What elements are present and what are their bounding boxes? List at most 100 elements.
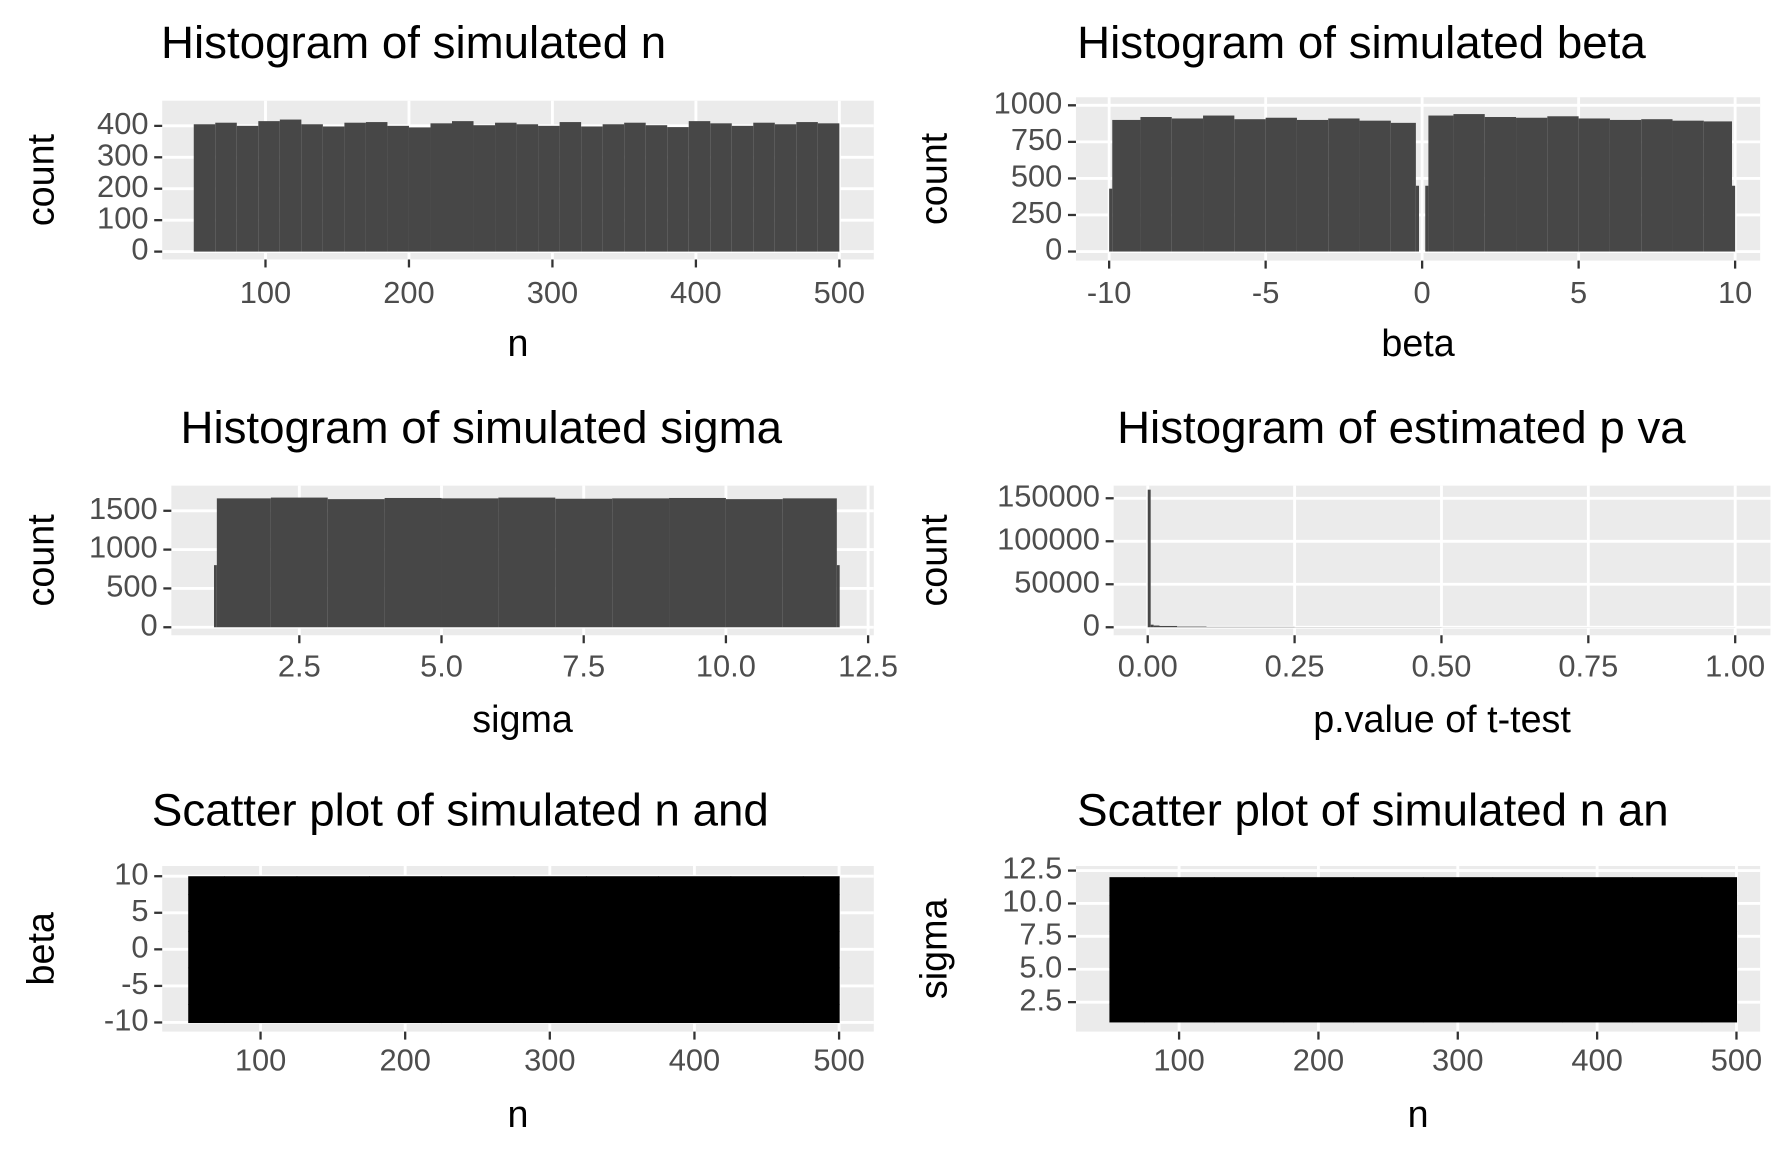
scatter-point — [513, 894, 587, 932]
x-tick-label: 300 — [524, 1043, 575, 1078]
x-tick-label: 200 — [1293, 1043, 1344, 1078]
x-tick-label: 100 — [1153, 1043, 1204, 1078]
histogram-bar — [258, 121, 280, 252]
scatter-point — [1701, 877, 1738, 896]
y-tick-label: 2.5 — [1019, 982, 1062, 1017]
scatter-point — [513, 1004, 587, 1024]
scatter-point — [1213, 1003, 1285, 1023]
scatter-point — [730, 931, 804, 969]
chart-panel: Histogram of simulated beta beta count -10 -… — [913, 17, 1761, 364]
y-tick-label: 0 — [131, 232, 148, 267]
scatter-point — [1701, 967, 1738, 1005]
histogram-bar — [1140, 117, 1172, 252]
x-tick-label: 100 — [235, 1043, 286, 1078]
scatter-point — [369, 967, 442, 1005]
histogram-bar — [725, 499, 783, 628]
histogram-bar — [731, 125, 754, 252]
scatter-point — [802, 967, 840, 1005]
histogram-bar — [213, 565, 217, 628]
y-tick-label: 12.5 — [1002, 851, 1062, 886]
y-tick-label: 750 — [1011, 122, 1062, 157]
histogram-bar — [688, 121, 711, 252]
scatter-point — [188, 894, 225, 932]
scatter-point — [1144, 877, 1215, 896]
histogram-bar — [1731, 185, 1736, 252]
y-axis-title: beta — [19, 912, 61, 985]
x-tick-label: -5 — [1252, 275, 1279, 310]
histogram-bar — [495, 122, 517, 252]
y-axis-title: count — [19, 514, 61, 607]
chart-title: Scatter plot of simulated n and — [152, 785, 769, 836]
x-tick-label: 10 — [1718, 275, 1752, 310]
y-tick-label: 10 — [114, 856, 148, 891]
scatter-point — [369, 894, 442, 932]
scatter-point — [441, 894, 515, 932]
scatter-point — [224, 876, 298, 896]
scatter-point — [730, 967, 804, 1005]
scatter-point — [441, 876, 515, 896]
scatter-point — [802, 894, 840, 932]
scatter-point — [658, 876, 732, 896]
x-tick-label: 7.5 — [562, 649, 605, 684]
histogram-bar — [215, 122, 237, 252]
y-tick-label: 200 — [97, 169, 148, 204]
y-axis-title: sigma — [913, 898, 955, 999]
histogram-bar — [387, 125, 409, 252]
scatter-point — [1492, 877, 1563, 896]
scatter-point — [188, 967, 225, 1005]
scatter-point — [1283, 931, 1354, 969]
histogram-bar — [384, 497, 442, 628]
chart-panel: Scatter plot of simulated n an n sigma 100 2… — [913, 785, 1763, 1136]
histogram-bar — [1203, 115, 1235, 252]
x-tick-label: 300 — [527, 275, 578, 310]
x-tick-label: 5.0 — [420, 649, 463, 684]
histogram-bar — [1234, 119, 1266, 252]
x-axis-title: n — [508, 322, 529, 364]
histogram-bar — [473, 125, 496, 252]
scatter-point — [188, 931, 225, 969]
chart-title: Histogram of simulated beta — [1077, 17, 1646, 68]
scatter-point — [1353, 931, 1424, 969]
histogram-bar — [836, 565, 840, 628]
scatter-point — [1144, 967, 1215, 1005]
y-tick-label: 500 — [1011, 159, 1062, 194]
scatter-point — [585, 967, 659, 1005]
scatter-point — [1422, 931, 1494, 969]
scatter-point — [1562, 895, 1633, 932]
chart-title: Histogram of simulated sigma — [180, 402, 782, 453]
histogram-bar — [516, 124, 539, 252]
chart-title: Histogram of simulated n — [161, 17, 666, 68]
scatter-point — [1353, 877, 1424, 896]
y-tick-label: 300 — [97, 137, 148, 172]
scatter-point — [296, 1004, 370, 1024]
y-axis-title: count — [913, 132, 955, 225]
scatter-point — [1213, 967, 1285, 1005]
scatter-point — [224, 1004, 298, 1024]
histogram-bar — [1390, 122, 1416, 252]
histogram-bar — [452, 121, 474, 252]
scatter-point — [1144, 895, 1215, 932]
y-tick-label: 1500 — [89, 491, 158, 526]
scatter-point — [585, 931, 659, 969]
scatter-point — [730, 894, 804, 932]
histogram-bar — [1641, 119, 1673, 252]
scatter-point — [1109, 877, 1145, 896]
y-tick-label: 1000 — [994, 85, 1063, 120]
scatter-point — [1213, 931, 1285, 969]
scatter-point — [802, 931, 840, 969]
scatter-point — [658, 894, 732, 932]
histogram-bar — [236, 125, 259, 252]
y-tick-label: 0 — [1083, 607, 1100, 642]
histogram-bar — [669, 497, 726, 628]
histogram-bar — [270, 497, 328, 628]
x-tick-label: 400 — [669, 1043, 720, 1078]
histogram-bar — [1703, 121, 1732, 252]
histogram-bar — [817, 123, 840, 252]
scatter-point — [441, 931, 515, 969]
scatter-point — [1631, 895, 1703, 932]
histogram-bar — [667, 127, 689, 252]
y-tick-label: 1000 — [89, 530, 158, 565]
scatter-point — [585, 1004, 659, 1024]
scatter-point — [188, 876, 225, 896]
